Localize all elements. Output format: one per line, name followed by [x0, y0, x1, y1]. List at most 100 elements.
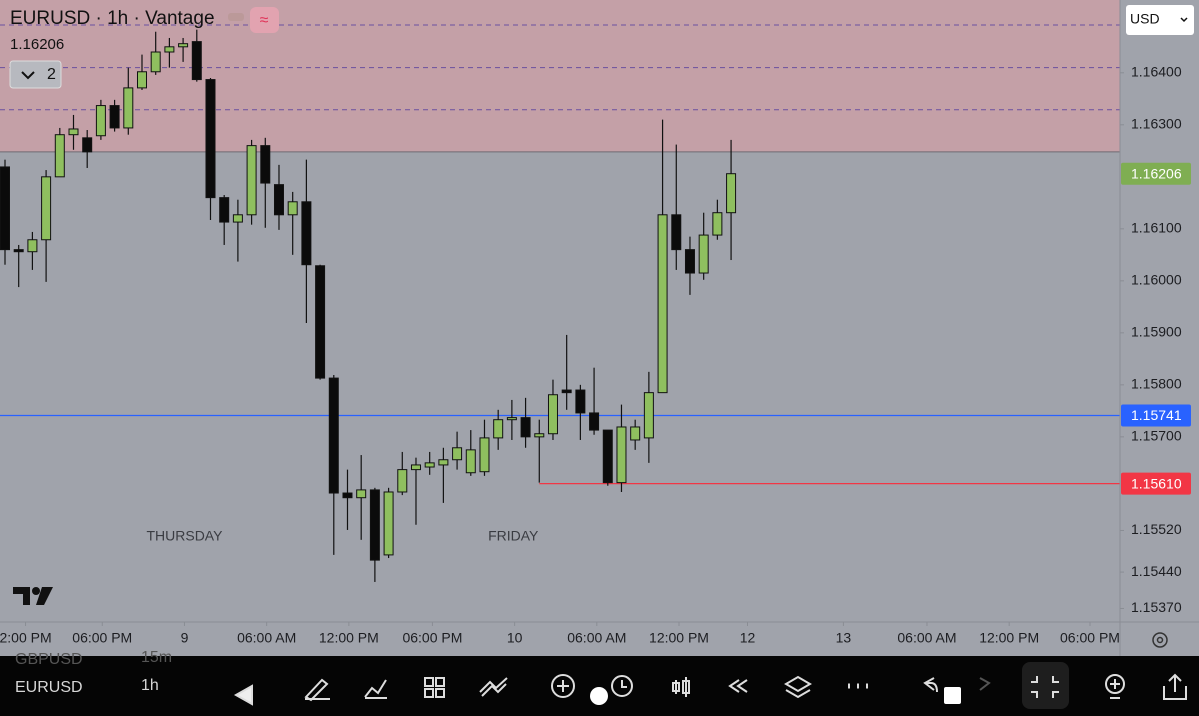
candle-body	[315, 265, 326, 379]
candle-body	[410, 464, 421, 471]
y-tick-label: 1.15700	[1131, 428, 1182, 444]
status-icon: ≈	[260, 12, 269, 29]
indicators-tool[interactable]	[364, 679, 387, 699]
watchlist-interval: 1h	[141, 677, 159, 694]
price-badge	[1121, 404, 1191, 427]
indicators-button[interactable]	[9, 60, 62, 89]
price-badge-label: 1.15610	[1131, 475, 1182, 491]
watchlist: GBPUSD 15m EURUSD 1h	[15, 649, 172, 696]
candle-body	[232, 214, 243, 223]
chevron-icon	[21, 71, 35, 80]
x-tick-label: 06:00 AM	[237, 630, 296, 646]
candle-body	[616, 426, 627, 484]
candle-body	[698, 234, 709, 274]
y-tick-label: 1.15440	[1131, 563, 1182, 579]
candle-body	[493, 419, 504, 439]
candle-body	[575, 389, 586, 414]
compare-button[interactable]	[479, 677, 508, 697]
candle-body	[589, 412, 600, 431]
x-tick-label: 06:00 AM	[897, 630, 956, 646]
add-button[interactable]	[551, 674, 575, 698]
y-tick-label: 1.16100	[1131, 220, 1182, 236]
candle-body	[561, 389, 572, 394]
share-button[interactable]	[1163, 673, 1187, 700]
candle-body	[452, 447, 463, 461]
candle-body	[246, 145, 257, 216]
y-tick-label: 1.15520	[1131, 521, 1182, 537]
x-tick-label: 06:00 PM	[72, 630, 132, 646]
candle-body	[191, 41, 202, 81]
candle-body	[479, 437, 490, 473]
chevron-icon	[1180, 17, 1188, 23]
y-tick-label: 1.15900	[1131, 324, 1182, 340]
objects-button[interactable]	[784, 675, 812, 699]
candle-body	[712, 212, 723, 236]
x-tick-label: 12:00 PM	[649, 630, 709, 646]
y-tick-label: 1.16300	[1131, 116, 1182, 132]
last-price-label: 1.16206	[1131, 165, 1182, 181]
price-badge-label: 1.15741	[1131, 407, 1182, 423]
candle-body	[671, 214, 682, 251]
candle-body	[520, 417, 531, 438]
x-tick-label: 06:00 PM	[1060, 630, 1120, 646]
candle-body	[643, 392, 654, 439]
back-button[interactable]	[233, 684, 253, 706]
tradingview-logo	[13, 587, 53, 605]
status-icon	[250, 7, 279, 33]
draw-button[interactable]	[304, 678, 330, 702]
record-button[interactable]	[590, 687, 608, 705]
settings-button[interactable]	[1152, 632, 1168, 648]
x-tick-label: 9	[181, 630, 189, 646]
status-icon	[228, 13, 244, 21]
layout-button[interactable]	[424, 677, 445, 698]
x-tick-label: 06:00 PM	[402, 630, 462, 646]
day-label: FRIDAY	[488, 528, 539, 544]
candle-body	[684, 249, 695, 274]
redo-button[interactable]	[979, 677, 991, 691]
candle-body	[82, 137, 93, 153]
x-tick-label: 12	[740, 630, 756, 646]
chart-type-button[interactable]	[672, 677, 690, 697]
candle-body	[136, 71, 147, 89]
y-tick-label: 1.16000	[1131, 272, 1182, 288]
stop-button[interactable]	[944, 687, 961, 704]
replay-button[interactable]	[728, 679, 748, 693]
candle-body	[602, 429, 613, 484]
candle-body	[506, 417, 517, 421]
y-tick-label: 1.16400	[1131, 64, 1182, 80]
alert-button[interactable]	[611, 675, 633, 697]
candle-body	[109, 105, 120, 129]
candle-body	[54, 134, 65, 178]
toolbar-icons	[233, 662, 1187, 709]
ideas-button[interactable]	[1105, 674, 1125, 694]
candle-body	[726, 173, 737, 214]
undo-button[interactable]	[923, 677, 938, 693]
candle-body	[301, 201, 312, 266]
day-label: THURSDAY	[146, 528, 223, 544]
candle-body	[219, 197, 230, 223]
plot: THURSDAY FRIDAY	[0, 0, 1120, 582]
price-badge	[1121, 472, 1191, 495]
candle-body	[438, 459, 449, 466]
candle-body	[287, 201, 298, 216]
fullscreen-button[interactable]	[1022, 662, 1069, 709]
symbol-title: EURUSD · 1h · Vantage	[10, 8, 215, 29]
candle-body	[178, 43, 189, 48]
candle-body	[383, 491, 394, 556]
currency-dropdown[interactable]	[1126, 5, 1194, 35]
candle-body	[260, 145, 271, 184]
x-tick-label: 10	[507, 630, 523, 646]
candle-body	[273, 184, 284, 216]
candle-body	[547, 394, 558, 435]
watchlist-interval: 15m	[141, 649, 172, 666]
y-tick-label: 1.15370	[1131, 599, 1182, 615]
last-price-badge	[1121, 162, 1191, 185]
candle-body	[369, 489, 380, 561]
candle-body	[150, 51, 161, 73]
x-tick-label: 2:00 PM	[0, 630, 52, 646]
candle-body	[342, 492, 353, 499]
candle-body	[13, 249, 24, 253]
candle-body	[27, 239, 38, 253]
x-tick-label: 12:00 PM	[319, 630, 379, 646]
